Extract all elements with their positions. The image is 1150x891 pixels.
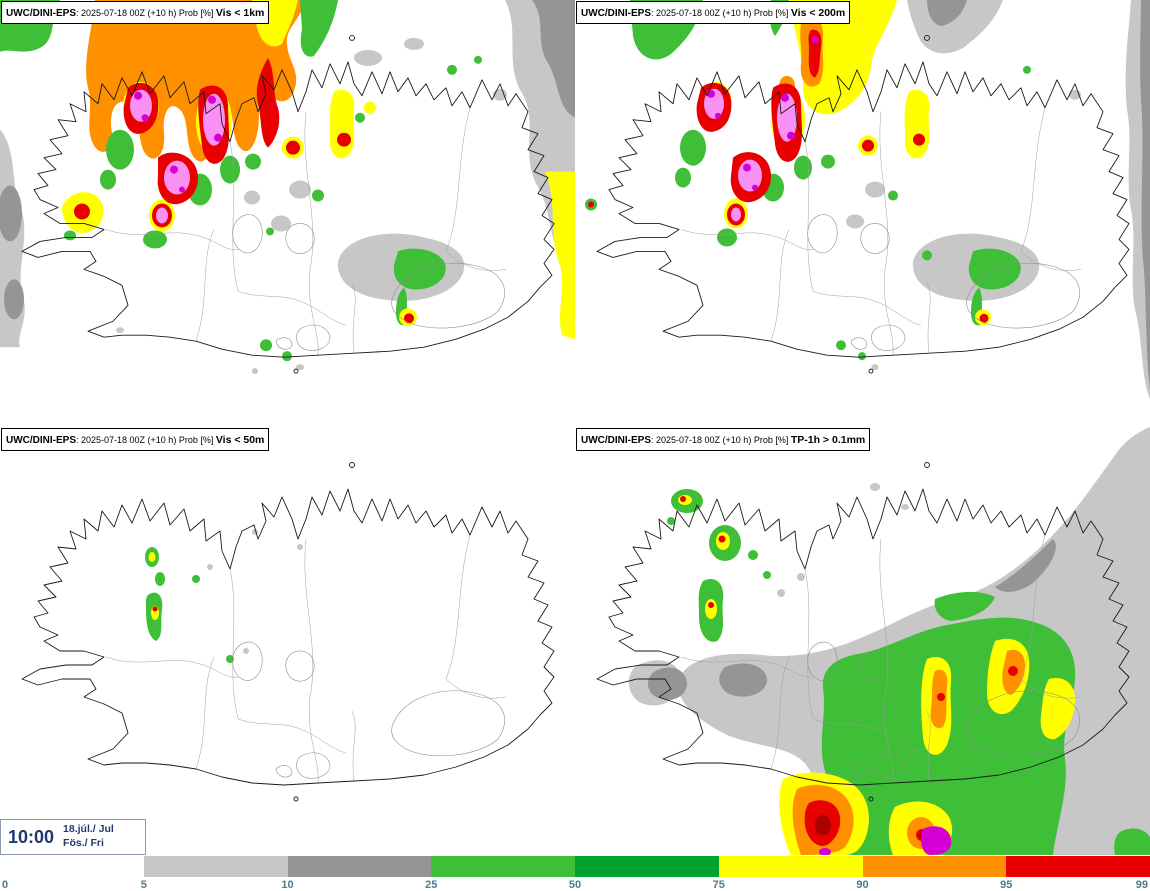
model-label: UWC/DINI-EPS [581, 435, 651, 446]
map-panel-precip: UWC/DINI-EPS: 2025-07-18 00Z (+10 h) Pro… [575, 427, 1150, 855]
colorbar-tick: 95 [1000, 879, 1013, 891]
panel-title: UWC/DINI-EPS: 2025-07-18 00Z (+10 h) Pro… [1, 1, 270, 25]
colorbar-tick: 90 [856, 879, 869, 891]
valid-date-line: 18.júl./ Jul [63, 823, 114, 836]
model-label: UWC/DINI-EPS [6, 8, 76, 19]
prob-field-gray [207, 529, 303, 654]
prob-field-green [145, 547, 234, 663]
colorbar-segment [1006, 856, 1150, 877]
colorbar-tick: 50 [568, 879, 582, 891]
colorbar-tick: 75 [712, 879, 725, 891]
prob-field-extreme [130, 89, 225, 224]
panel-title: UWC/DINI-EPS: 2025-07-18 00Z (+10 h) Pro… [1, 428, 270, 452]
colorbar-segment [287, 856, 432, 877]
map-panel-vis-50m: UWC/DINI-EPS: 2025-07-18 00Z (+10 h) Pro… [0, 427, 575, 855]
colorbar-segment [143, 856, 288, 877]
valid-time: 10:00 [8, 826, 55, 847]
run-meta: : 2025-07-18 00Z (+10 h) Prob [%] [651, 8, 791, 18]
colorbar-segments [0, 856, 1150, 877]
colorbar-segment [0, 856, 144, 877]
colorbar-segment [862, 856, 1007, 877]
map-precip [596, 427, 1150, 855]
probability-legend: 0 5 10 25 50 75 90 95 99 [0, 855, 1150, 891]
map-vis-50m [21, 462, 555, 802]
panel-title: UWC/DINI-EPS: 2025-07-18 00Z (+10 h) Pro… [576, 428, 871, 452]
colorbar-tick: 10 [281, 879, 294, 891]
parameter-label: TP-1h > 0.1mm [790, 434, 866, 446]
colorbar-ticks: 0 5 10 25 50 75 90 95 99 [0, 879, 1150, 891]
map-panel-vis-200m: UWC/DINI-EPS: 2025-07-18 00Z (+10 h) Pro… [575, 0, 1150, 427]
colorbar-tick: 5 [140, 879, 147, 891]
colorbar-tick: 0 [2, 879, 9, 891]
colorbar-segment [718, 856, 863, 877]
colorbar-tick: 25 [425, 879, 438, 891]
valid-time-box: 10:00 18.júl./ Jul Fös./ Fri [0, 819, 146, 855]
colorbar-tick: 99 [1135, 879, 1148, 891]
valid-date: 18.júl./ Jul Fös./ Fri [63, 823, 114, 850]
prob-field-red [152, 606, 158, 612]
run-meta: : 2025-07-18 00Z (+10 h) Prob [%] [76, 8, 216, 18]
prob-field-extreme [704, 36, 819, 222]
panel-title: UWC/DINI-EPS: 2025-07-18 00Z (+10 h) Pro… [576, 1, 851, 25]
map-vis-1km [0, 0, 575, 375]
colorbar-segment [575, 856, 719, 877]
colorbar-segment [431, 856, 575, 877]
parameter-label: Vis < 1km [215, 7, 265, 19]
map-vis-200m [585, 0, 1150, 400]
prob-field-red [680, 496, 1018, 846]
model-label: UWC/DINI-EPS [6, 435, 76, 446]
parameter-label: Vis < 200m [790, 7, 846, 19]
model-label: UWC/DINI-EPS [581, 8, 651, 19]
run-meta: : 2025-07-18 00Z (+10 h) Prob [%] [651, 435, 791, 445]
run-meta: : 2025-07-18 00Z (+10 h) Prob [%] [76, 435, 216, 445]
parameter-label: Vis < 50m [215, 434, 265, 446]
prob-field-extreme [819, 826, 952, 855]
map-panel-vis-1km: UWC/DINI-EPS: 2025-07-18 00Z (+10 h) Pro… [0, 0, 575, 427]
valid-day-line: Fös./ Fri [63, 837, 104, 849]
